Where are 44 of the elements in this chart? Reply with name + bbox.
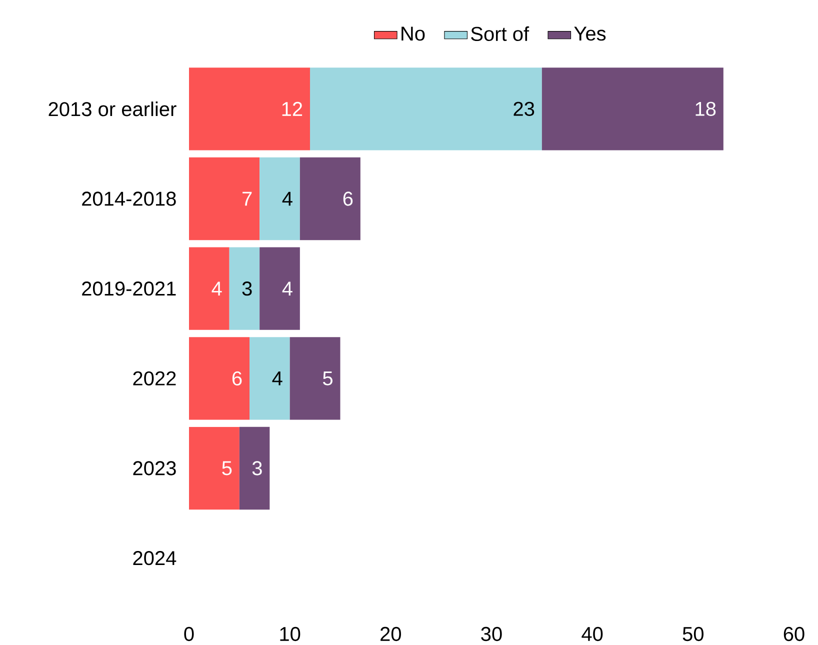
x-tick-label: 50: [682, 626, 704, 642]
legend-label: No: [402, 26, 425, 41]
data-label: 5: [322, 371, 332, 386]
data-label: 23: [514, 102, 534, 116]
bar: [542, 68, 724, 150]
bar: [310, 68, 542, 150]
data-label: 4: [282, 282, 292, 296]
x-tick-label: 20: [380, 626, 401, 642]
y-tick-label: 2022: [133, 371, 176, 386]
data-label: 18: [696, 102, 716, 116]
data-label: 3: [252, 461, 262, 476]
bar: [300, 157, 360, 240]
x-tick-label: 0: [184, 626, 194, 642]
y-tick-label: 2019-2021: [82, 281, 176, 296]
data-label: 4: [282, 192, 292, 206]
y-tick-label: 2024: [133, 551, 176, 566]
y-tick-label: 2014-2018: [82, 192, 176, 206]
data-label: 7: [242, 192, 252, 206]
bar: [239, 426, 270, 510]
data-label: 3: [242, 281, 252, 296]
bar: [189, 247, 230, 330]
bar: [260, 157, 300, 240]
bar: [260, 247, 300, 330]
bar: [229, 247, 260, 330]
bar: [290, 337, 340, 420]
data-label: 6: [232, 371, 242, 386]
x-tick-label: 30: [481, 626, 502, 642]
data-label: 12: [282, 102, 302, 116]
bar: [189, 157, 260, 240]
data-label: 4: [272, 372, 282, 386]
y-tick-label: 2023: [133, 461, 176, 476]
bar: [250, 337, 290, 420]
legend-label: Yes: [574, 26, 606, 41]
bar: [189, 337, 250, 420]
x-tick-label: 60: [784, 626, 804, 642]
bar: [189, 426, 240, 510]
data-label: 4: [212, 282, 222, 296]
data-label: 6: [343, 192, 353, 206]
data-label: 5: [222, 461, 232, 476]
y-tick-label: 2013 or earlier: [48, 102, 176, 116]
x-tick-label: 40: [582, 626, 603, 642]
x-tick-label: 10: [280, 626, 300, 642]
legend-label: Sort of: [471, 26, 530, 42]
bar: [189, 68, 310, 150]
